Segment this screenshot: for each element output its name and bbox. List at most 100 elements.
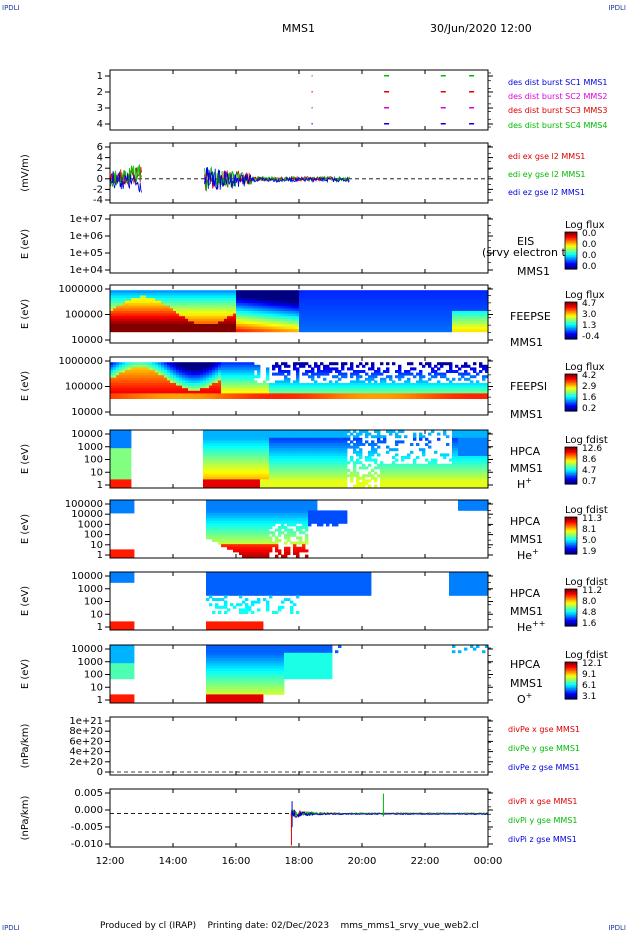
spectrogram-cell (467, 437, 471, 441)
spectrogram-cell (452, 432, 456, 436)
spectrogram-cell (389, 308, 393, 312)
spectrogram-cell (326, 437, 330, 441)
spectrogram-cell (431, 318, 435, 322)
spectrogram-cell (464, 329, 468, 333)
spectrogram-cell (398, 383, 402, 386)
spectrogram-cell (392, 380, 396, 384)
spectrogram-cell (119, 445, 123, 449)
spectrogram-cell (404, 292, 408, 296)
spectrogram-cell (200, 292, 204, 296)
spectrogram-cell (155, 396, 159, 399)
spectrogram-cell (431, 375, 435, 379)
legend-label: des dist burst SC4 MMS4 (508, 121, 607, 130)
spectrogram-cell (194, 372, 198, 376)
burst-marker (440, 75, 446, 77)
spectrogram-cell (173, 396, 177, 399)
spectrogram-cell (395, 290, 399, 294)
spectrogram-cell (230, 298, 234, 301)
spectrogram-cell (446, 303, 450, 307)
spectrogram-cell (419, 362, 423, 366)
spectrogram-cell (302, 316, 306, 320)
spectrogram-cell (395, 292, 399, 296)
spectrogram-cell (212, 375, 216, 379)
spectrogram-cell (140, 298, 144, 301)
colorbar-segment (565, 517, 577, 520)
spectrogram-cell (161, 313, 165, 317)
spectrogram-cell (389, 329, 393, 333)
spectrogram-cell (158, 372, 162, 376)
spectrogram-cell (140, 313, 144, 317)
spectrogram-cell (299, 448, 303, 452)
spectrogram-cell (170, 305, 174, 309)
spectrogram-cell (311, 372, 315, 376)
spectrogram-cell (473, 300, 477, 304)
colorbar-segment (565, 241, 577, 244)
spectrogram-cell (356, 437, 360, 441)
spectrogram-cell (374, 370, 378, 373)
spectrogram-cell (320, 450, 324, 454)
spectrogram-cell (449, 324, 453, 327)
spectrogram-cell (125, 430, 129, 433)
spectrogram-cell (320, 298, 324, 301)
y-tick-label: 1000000 (58, 356, 103, 367)
spectrogram-cell (428, 316, 432, 320)
spectrogram-cell (344, 303, 348, 307)
spectrogram-cell (200, 385, 204, 389)
spectrogram-cell (254, 303, 258, 307)
spectrogram-cell (275, 321, 279, 325)
spectrogram-cell (248, 396, 252, 399)
spectrogram-cell (212, 313, 216, 317)
spectrogram-cell (449, 326, 453, 330)
spectrogram-cell (341, 295, 345, 299)
spectrogram-cell (467, 448, 471, 452)
colorbar-title: Log fdist (565, 505, 608, 516)
spectrogram-cell (287, 380, 291, 384)
spectrogram-cell (167, 303, 171, 307)
colorbar-segment (565, 671, 577, 674)
colorbar-segment (565, 666, 577, 669)
spectrogram-cell (320, 303, 324, 307)
spectrogram-cell (323, 370, 327, 373)
spectrogram-cell (125, 393, 129, 397)
spectrogram-cell (230, 326, 234, 330)
spectrogram-cell (356, 318, 360, 322)
spectrogram-cell (461, 385, 465, 389)
spectrogram-cell (173, 318, 177, 322)
spectrogram-cell (215, 443, 219, 446)
spectrogram-cell (212, 396, 216, 399)
spectrogram-cell (224, 380, 228, 384)
spectrogram-cell (287, 305, 291, 309)
spectrogram-cell (278, 432, 282, 436)
spectrogram-cell (296, 311, 300, 314)
spectrogram-cell (329, 440, 333, 444)
spectrogram-cell (284, 393, 288, 397)
y-tick-label: 100000 (65, 499, 103, 510)
spectrogram-cell (197, 295, 201, 299)
spectrogram-cell (206, 290, 210, 294)
colorbar-segment (565, 448, 577, 451)
spectrogram-cell (128, 450, 132, 454)
spectrogram-cell (179, 324, 183, 327)
spectrogram-cell (479, 313, 483, 317)
spectrogram-cell (383, 300, 387, 304)
spectrogram-cell (317, 308, 321, 312)
spectrogram-cell (122, 432, 126, 436)
spectrogram-cell (311, 448, 315, 452)
spectrogram-cell (326, 443, 330, 446)
spectrogram-cell (284, 388, 288, 392)
spectrogram-cell (194, 298, 198, 301)
spectrogram-cell (206, 390, 210, 394)
y-tick-label: 10 (90, 682, 103, 693)
spectrogram-cell (116, 385, 120, 389)
spectrogram-cell (137, 383, 141, 386)
spectrogram-cell (146, 290, 150, 294)
spectrogram-cell (392, 295, 396, 299)
spectrogram-cell (410, 450, 414, 454)
colorbar-segment (565, 468, 577, 471)
spectrogram-cell (338, 435, 342, 439)
spectrogram-cell (335, 396, 339, 399)
spectrogram-cell (311, 456, 315, 459)
spectrogram-cell (317, 430, 321, 433)
spectrogram-cell (233, 321, 237, 325)
spectrogram-cell (122, 326, 126, 330)
